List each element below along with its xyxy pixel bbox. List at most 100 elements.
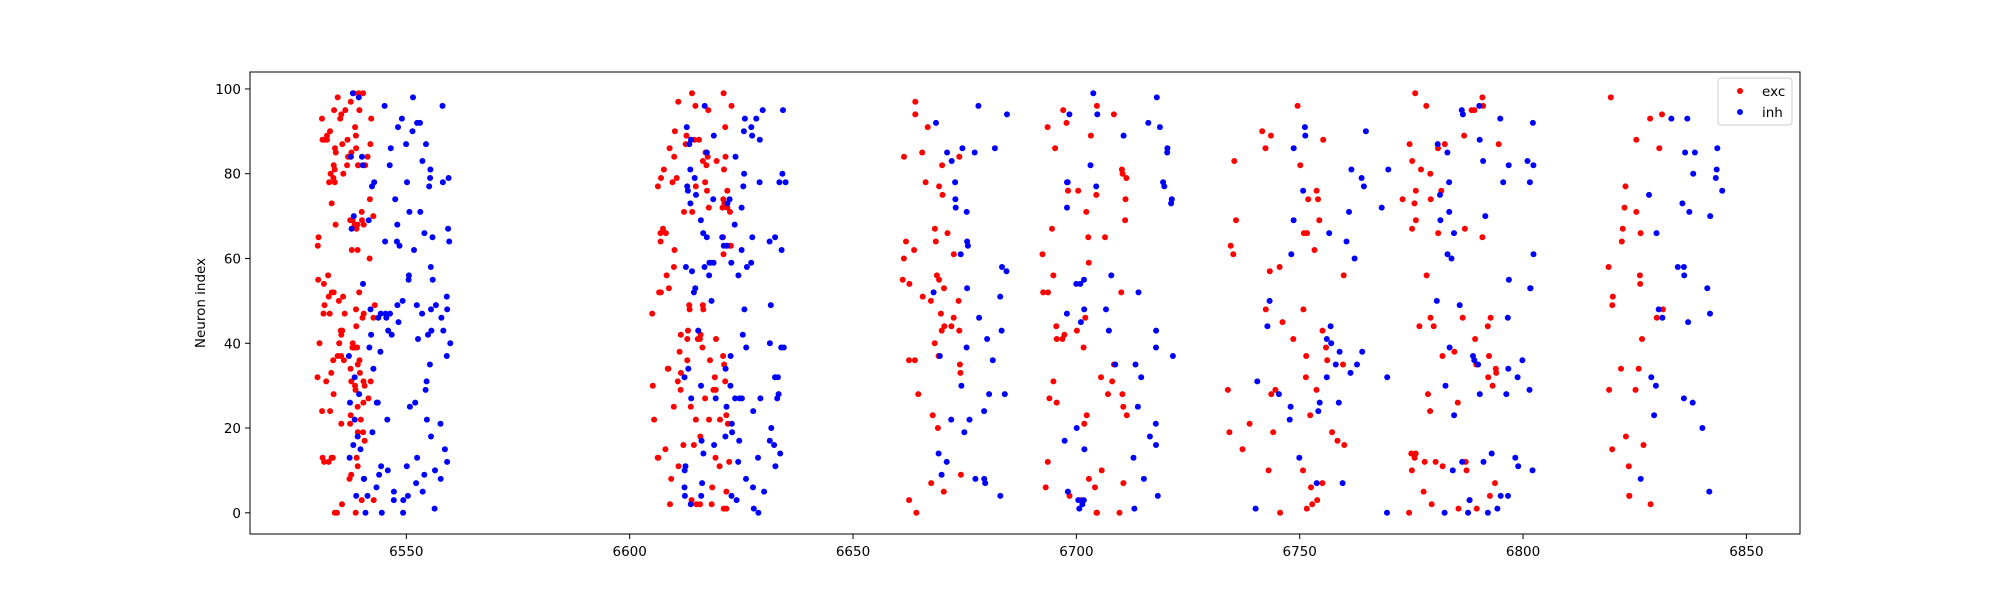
inh-spike-299 <box>1081 306 1088 313</box>
inh-spike-228 <box>778 247 785 253</box>
inh-spike-266 <box>961 429 968 436</box>
inh-spike-39 <box>447 340 454 347</box>
exc-spike-127 <box>359 217 365 224</box>
inh-spike-53 <box>354 433 361 440</box>
exc-spike-157 <box>720 90 727 97</box>
exc-spike-251 <box>941 323 948 330</box>
inh-spike-93 <box>359 153 365 160</box>
x-tick-label-6650: 6650 <box>836 544 870 560</box>
exc-spike-421 <box>1451 348 1458 355</box>
exc-spike-451 <box>1637 230 1644 237</box>
exc-spike-346 <box>1265 467 1272 474</box>
inh-spike-386 <box>1433 297 1440 304</box>
exc-spike-296 <box>1123 412 1130 419</box>
inh-spike-61 <box>429 234 436 241</box>
inh-spike-54 <box>356 391 363 398</box>
inh-spike-259 <box>943 458 950 465</box>
inh-spike-144 <box>738 204 745 211</box>
inh-spike-261 <box>952 204 959 211</box>
inh-spike-176 <box>700 230 707 237</box>
inh-spike-214 <box>732 395 739 402</box>
inh-spike-395 <box>1530 162 1537 169</box>
inh-spike-316 <box>1138 374 1145 381</box>
exc-spike-257 <box>900 255 907 262</box>
exc-spike-245 <box>912 98 919 105</box>
inh-spike-343 <box>1358 175 1365 181</box>
inh-spike-96 <box>362 509 369 516</box>
inh-spike-190 <box>775 391 782 398</box>
exc-spike-262 <box>941 285 947 292</box>
exc-spike-225 <box>722 153 729 160</box>
exc-spike-403 <box>1495 141 1502 148</box>
exc-spike-121 <box>356 107 363 114</box>
exc-spike-147 <box>699 158 706 164</box>
exc-spike-106 <box>316 340 323 347</box>
inh-spike-125 <box>710 259 717 266</box>
exc-spike-252 <box>924 124 931 131</box>
inh-spike-46 <box>347 153 354 160</box>
exc-spike-285 <box>1080 344 1087 351</box>
exc-spike-388 <box>1262 145 1269 152</box>
exc-spike-431 <box>1461 132 1468 139</box>
inh-spike-59 <box>346 454 353 461</box>
exc-spike-273 <box>950 251 957 258</box>
exc-spike-270 <box>922 179 929 186</box>
inh-spike-82 <box>360 280 366 287</box>
inh-spike-302 <box>1153 94 1160 101</box>
exc-spike-323 <box>1044 124 1051 131</box>
inh-spike-208 <box>723 403 730 410</box>
exc-spike-308 <box>1049 225 1055 232</box>
x-tick-label-6850: 6850 <box>1729 544 1763 560</box>
inh-spike-182 <box>700 450 707 457</box>
inh-spike-351 <box>1301 124 1308 131</box>
inh-spike-88 <box>429 276 436 283</box>
inh-spike-285 <box>1076 505 1083 512</box>
inh-spike-220 <box>772 374 778 381</box>
exc-spike-210 <box>720 196 727 203</box>
exc-spike-381 <box>1315 196 1321 203</box>
exc-spike-175 <box>686 306 693 313</box>
exc-spike-153 <box>666 145 673 152</box>
inh-spike-340 <box>1328 340 1335 347</box>
exc-spike-51 <box>319 115 325 122</box>
inh-spike-400 <box>1459 458 1466 465</box>
exc-spike-294 <box>1098 374 1104 381</box>
x-tick-label-6550: 6550 <box>389 544 423 560</box>
exc-spike-471 <box>1609 293 1616 300</box>
inh-spike-29 <box>427 264 434 270</box>
inh-spike-110 <box>427 166 434 173</box>
inh-spike-290 <box>1080 497 1087 504</box>
inh-spike-148 <box>735 458 742 465</box>
exc-spike-353 <box>1226 429 1233 436</box>
inh-spike-252 <box>1001 391 1008 398</box>
exc-spike-217 <box>707 357 713 364</box>
inh-spike-334 <box>1385 166 1392 173</box>
inh-spike-202 <box>699 480 706 487</box>
inh-spike-309 <box>1081 446 1088 453</box>
inh-spike-31 <box>419 158 426 164</box>
exc-spike-268 <box>912 111 919 118</box>
inh-spike-159 <box>691 175 698 181</box>
inh-spike-397 <box>1456 302 1463 309</box>
exc-spike-401 <box>1406 509 1413 516</box>
exc-spike-17 <box>335 297 342 304</box>
inh-spike-296 <box>1112 361 1119 368</box>
x-tick-label-6800: 6800 <box>1506 544 1540 560</box>
inh-spike-156 <box>750 408 757 415</box>
legend-exc-marker <box>1737 88 1743 94</box>
inh-spike-122 <box>706 259 713 266</box>
inh-spike-443 <box>1655 306 1662 313</box>
exc-spike-439 <box>1412 90 1419 97</box>
exc-spike-394 <box>1435 230 1442 237</box>
inh-spike-330 <box>1313 480 1320 487</box>
inh-spike-432 <box>1679 200 1686 207</box>
plot-frame <box>249 71 1801 535</box>
exc-spike-138 <box>673 175 680 181</box>
inh-spike-57 <box>350 213 357 220</box>
inh-spike-375 <box>1480 158 1487 164</box>
exc-spike-413 <box>1486 353 1492 359</box>
inh-spike-247 <box>952 179 959 186</box>
exc-spike-201 <box>723 488 730 495</box>
inh-spike-399 <box>1482 213 1489 220</box>
exc-spike-433 <box>1479 94 1486 101</box>
